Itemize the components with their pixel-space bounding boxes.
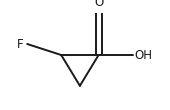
- Text: OH: OH: [134, 49, 152, 61]
- Text: O: O: [94, 0, 103, 9]
- Text: F: F: [17, 38, 24, 50]
